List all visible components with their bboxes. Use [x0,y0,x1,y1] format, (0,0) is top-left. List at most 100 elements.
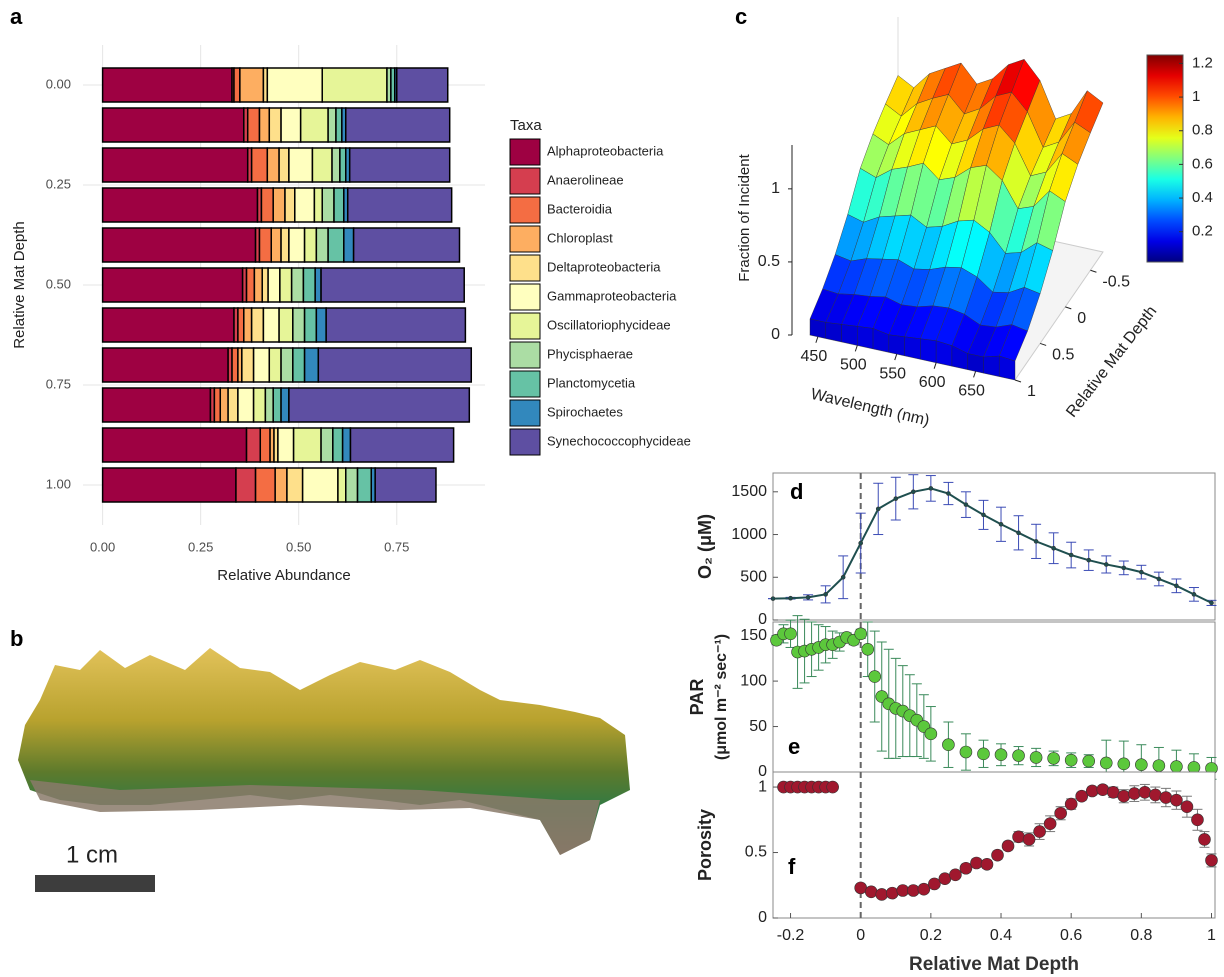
bar-segment [260,187,274,223]
bar-segment [292,427,322,463]
y-tick-label: 0 [758,909,767,926]
x-tick-label: 0.25 [188,539,213,554]
x-tick-label: 600 [919,374,946,391]
bar-segment [294,187,316,223]
bar-segment [252,387,267,423]
marker [911,489,916,495]
legend-swatch [509,428,541,456]
marker [1085,784,1099,798]
y-tick-label: 500 [740,568,767,585]
marker [928,486,934,491]
x-tick-label: 0.4 [990,927,1012,944]
y-tick-label: 1000 [731,526,767,543]
bar-segment [101,227,257,263]
bar-segment [333,187,345,223]
legend-label: Chloroplast [547,230,613,245]
marker [1086,557,1092,563]
legend-label: Deltaproteobacteria [547,259,661,274]
bar-segment [374,467,437,503]
marker [864,885,878,899]
marker [1099,756,1113,770]
bar-segment [264,387,274,423]
legend-label: Alphaproteobacteria [547,143,664,158]
bar-segment [346,187,453,223]
bar-segment [288,227,306,263]
legend-label: Gammaproteobacteria [547,288,677,303]
bar-segment [262,307,280,343]
x-tick [894,353,898,361]
bar-segment [317,347,473,383]
marker [893,496,899,501]
surface-skirt [904,336,921,360]
bar-segment [246,107,261,143]
bar-segment [261,267,269,303]
marker [1106,785,1120,799]
y-tick-label: 0 [758,611,767,628]
bar-segment [233,67,241,103]
marker [1033,539,1039,544]
panel-label: b [10,626,23,651]
bar-segment [280,107,302,143]
bar-segment [320,427,334,463]
bar-segment [266,147,280,183]
marker [1191,813,1204,827]
panel-label: d [790,479,803,504]
bar-segment [272,187,286,223]
bar-segment [321,67,388,103]
bar-segment [101,467,237,503]
bar-segment [250,147,269,183]
surface-skirt [825,322,842,343]
bar-segment [245,427,262,463]
bar-segment [278,307,294,343]
bar-segment [101,107,245,143]
bar-segment [321,187,335,223]
marker [959,745,973,759]
bar-segment [348,147,451,183]
mat-sample [18,648,630,855]
marker [1170,793,1183,807]
bar-segment [335,107,343,143]
marker [1121,565,1127,571]
marker [1047,752,1060,765]
marker [854,881,867,895]
x-tick-label: 450 [801,348,828,365]
bar-segment [299,107,329,143]
marker [875,506,881,512]
legend-title: Taxa [510,117,542,134]
bar-segment [303,227,318,263]
bar-segment [101,347,229,383]
bar-segment [352,227,461,263]
marker [977,747,990,761]
marker [946,491,951,496]
surface-skirt [888,334,905,357]
marker [1156,576,1162,582]
photo [18,648,630,892]
legend-label: Anaerolineae [547,172,624,187]
bar-segment [313,187,323,223]
legend-swatch [509,370,541,398]
marker [861,642,875,656]
bar-segment [280,347,294,383]
bar-segment [341,427,352,463]
marker [840,574,846,580]
marker [1103,562,1109,567]
marker [823,592,828,597]
bar-segment [245,267,256,303]
bar-segment [325,307,467,343]
marker [981,512,986,518]
legend-swatch [509,196,541,224]
marker [1016,530,1021,536]
y-tick [1065,306,1072,310]
bar-segment [396,67,449,103]
bar-segment [241,347,255,383]
marker [1128,787,1141,800]
bar-segment [237,307,245,343]
x-tick-label: 0.50 [286,539,311,554]
marker [1149,788,1162,802]
panel-label: a [10,4,23,29]
marker [994,748,1008,762]
bar-segment [278,147,290,183]
scale-bar [35,875,155,892]
bar-segment [302,267,316,303]
x-tick-label: 0.00 [90,539,115,554]
